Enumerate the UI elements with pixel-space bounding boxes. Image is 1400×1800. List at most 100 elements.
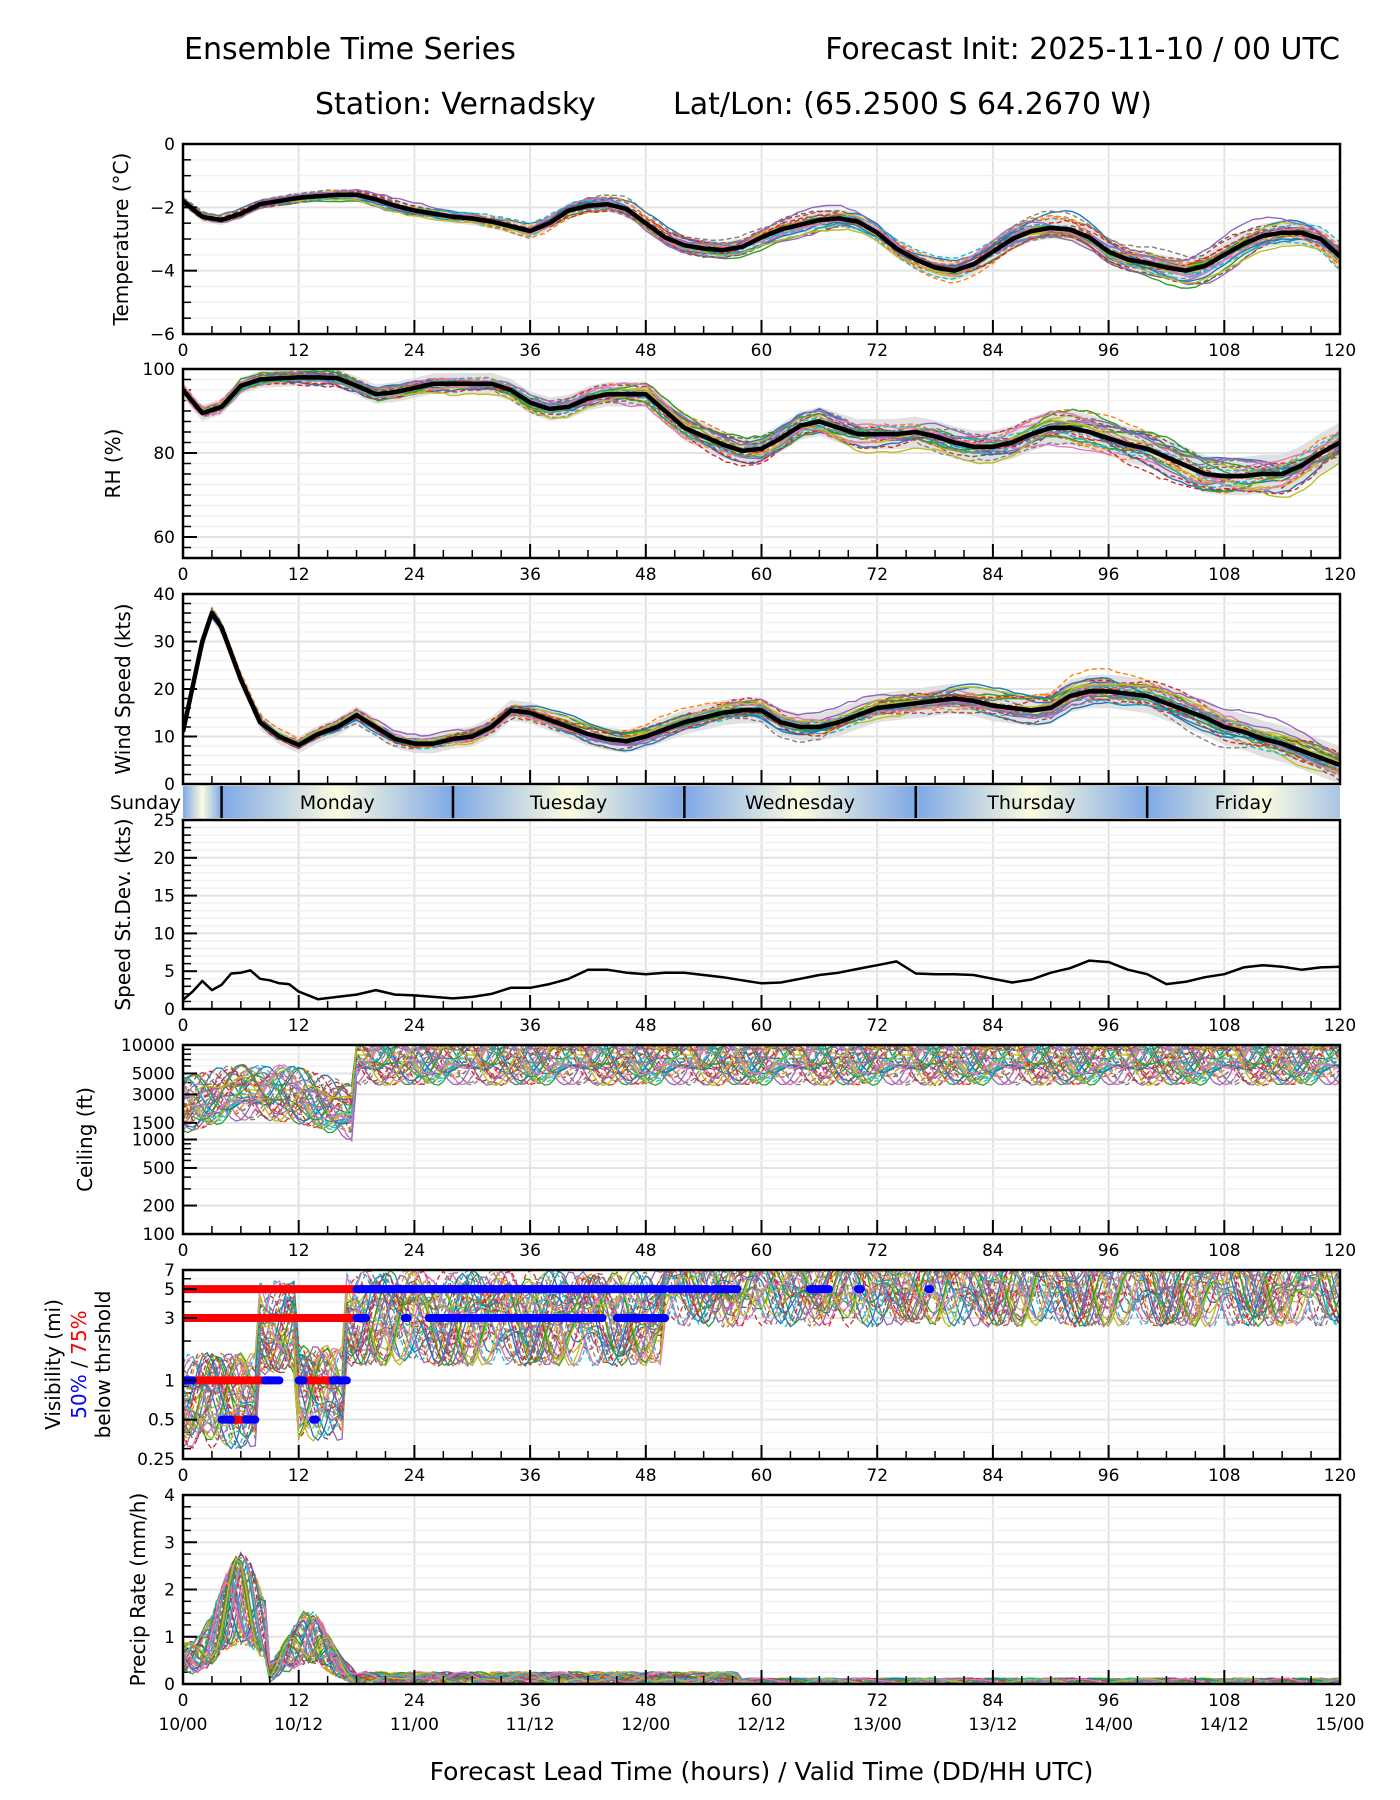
- y-tick-label: 100: [143, 1225, 175, 1245]
- x-tick-label: 12: [288, 1466, 310, 1486]
- valid-time-label: 10/12: [274, 1715, 323, 1735]
- x-tick-label: 72: [866, 341, 888, 361]
- valid-time-label: 10/00: [159, 1715, 208, 1735]
- y-tick-label: 80: [153, 444, 175, 464]
- panel-speed_stdev: 0 5 10 15 20 25 0 12 24 36 48 60 72 84 96 108 120 Speed S…: [111, 811, 1356, 1036]
- y-tick-label: 0: [164, 135, 175, 155]
- ensemble-member-line: [183, 1045, 1340, 1127]
- y-tick-label: 30: [153, 633, 175, 653]
- day-label-wednesday: Wednesday: [745, 792, 855, 814]
- y-tick-label: 40: [153, 585, 175, 605]
- valid-time-label: 14/12: [1200, 1715, 1249, 1735]
- x-tick-label: 72: [866, 1466, 888, 1486]
- ensemble-mean-line: [183, 610, 1340, 768]
- day-segment: [684, 786, 916, 818]
- x-tick-label: 0: [178, 565, 189, 585]
- y-tick-label: 10000: [121, 1036, 175, 1056]
- ensemble-member-line: [183, 1270, 1340, 1430]
- ensemble-member-line: [183, 1270, 1340, 1450]
- valid-time-label: 11/00: [390, 1715, 439, 1735]
- ensemble-mean-line: [183, 375, 1340, 479]
- x-tick-label: 48: [635, 1016, 657, 1036]
- x-tick-label: 120: [1324, 341, 1356, 361]
- x-tick-label: 0: [178, 1241, 189, 1261]
- y-axis-label: RH (%): [101, 429, 125, 499]
- y-tick-label: 1500: [132, 1114, 175, 1134]
- x-tick-label: 48: [635, 565, 657, 585]
- y-axis-label: Temperature (°C): [109, 153, 133, 327]
- x-tick-label: 108: [1208, 1016, 1240, 1036]
- ensemble-mean-line: [183, 192, 1340, 273]
- y-tick-label: 10: [153, 728, 175, 748]
- x-tick-label: 84: [982, 1691, 1004, 1711]
- y-tick-label: 20: [153, 680, 175, 700]
- x-tick-label: 96: [1098, 1241, 1120, 1261]
- x-tick-label: 72: [866, 565, 888, 585]
- x-tick-label: 96: [1098, 1691, 1120, 1711]
- x-tick-label: 96: [1098, 1016, 1120, 1036]
- y-tick-label: 3: [164, 1309, 175, 1329]
- ensemble-member-line: [183, 1045, 1340, 1131]
- y-tick-label: 15: [153, 887, 175, 907]
- ensemble-member-line: [183, 188, 1340, 268]
- ensemble-member-line: [183, 1045, 1340, 1143]
- ensemble-member-line: [183, 1560, 1340, 1684]
- y-axis-label-percentiles: 50% / 75%: [67, 1310, 91, 1418]
- ensemble-member-line: [183, 190, 1340, 273]
- ensemble-member-line: [183, 198, 1340, 284]
- panel-visibility: 0.25 0.5 1 3 57 0 12 24 36 48 60 72 84 96 108 120 Visibi…: [41, 1261, 1356, 1486]
- x-tick-label: 48: [635, 1691, 657, 1711]
- valid-time-label: 13/12: [968, 1715, 1017, 1735]
- x-tick-label: 120: [1324, 1691, 1356, 1711]
- x-tick-label: 60: [751, 1466, 773, 1486]
- ensemble-member-line: [183, 372, 1340, 476]
- day-segment: [915, 786, 1148, 818]
- x-tick-label: 48: [635, 341, 657, 361]
- day-label-thursday: Thursday: [986, 792, 1075, 814]
- x-tick-label: 84: [982, 1016, 1004, 1036]
- x-tick-label: 36: [519, 565, 541, 585]
- x-tick-label: 120: [1324, 1016, 1356, 1036]
- x-tick-label: 12: [288, 565, 310, 585]
- x-tick-label: 120: [1324, 565, 1356, 585]
- x-tick-label: 12: [288, 1691, 310, 1711]
- x-tick-label: 48: [635, 1241, 657, 1261]
- y-tick-label: 1: [164, 1371, 175, 1391]
- panel-rh: 60 80 100 0 12 24 36 48 60 72 84 96 108 120 RH (%): [101, 360, 1356, 585]
- x-tick-label: 0: [178, 1691, 189, 1711]
- y-tick-label: 5000: [132, 1064, 175, 1084]
- y-axis-label-threshold: below thrshold: [91, 1291, 115, 1439]
- ensemble-member-line: [183, 374, 1340, 484]
- ensemble-member-line: [183, 611, 1340, 765]
- chart-title: Ensemble Time Series: [184, 32, 516, 67]
- x-tick-label: 12: [288, 341, 310, 361]
- day-label-tuesday: Tuesday: [529, 792, 607, 814]
- x-tick-label: 60: [751, 341, 773, 361]
- x-tick-label: 84: [982, 341, 1004, 361]
- x-tick-label: 96: [1098, 1466, 1120, 1486]
- x-tick-label: 60: [751, 1241, 773, 1261]
- ensemble-member-line: [183, 1045, 1340, 1130]
- ensemble-member-line: [183, 1045, 1340, 1140]
- y-tick-label: 3000: [132, 1085, 175, 1105]
- day-segment: [183, 786, 222, 818]
- y-tick-label: 60: [153, 528, 175, 548]
- y-tick-label: 0.5: [148, 1411, 175, 1431]
- y-tick-label: 200: [143, 1197, 175, 1217]
- ensemble-member-line: [183, 377, 1340, 489]
- station-latlon: Lat/Lon: (65.2500 S 64.2670 W): [673, 87, 1153, 122]
- x-tick-label: 24: [404, 1016, 426, 1036]
- ensemble-member-line: [183, 1270, 1340, 1448]
- y-axis-label: Wind Speed (kts): [111, 603, 135, 774]
- y-axis-label: Visibility (mi): [41, 1299, 65, 1430]
- day-band: Sunday Monday Tuesday Wednesday Thursday Frid…: [110, 786, 1340, 818]
- day-segment: [452, 786, 685, 818]
- forecast-init: Forecast Init: 2025-11-10 / 00 UTC: [825, 32, 1340, 67]
- x-tick-label: 108: [1208, 565, 1240, 585]
- y-axis-label: Ceiling (ft): [73, 1087, 97, 1192]
- x-tick-label: 108: [1208, 1691, 1240, 1711]
- ensemble-member-line: [183, 1045, 1340, 1120]
- x-tick-label: 12: [288, 1016, 310, 1036]
